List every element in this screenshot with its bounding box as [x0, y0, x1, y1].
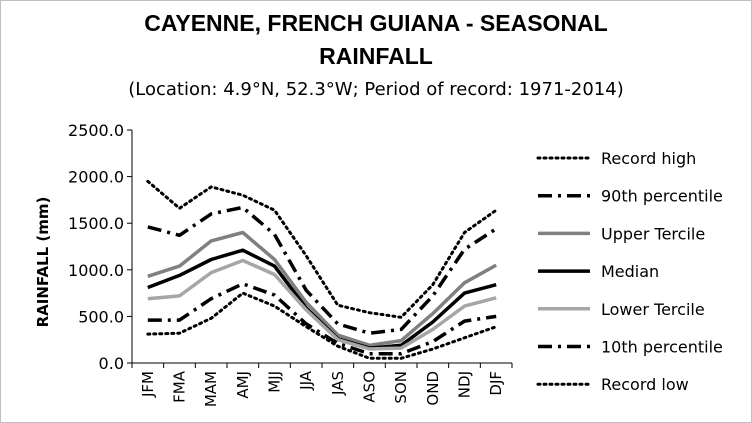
y-tick-label: 2000.0	[68, 168, 124, 187]
x-tick-label: SON	[392, 371, 410, 404]
axes: 0.0 500.0 1000.0 1500.0 2000.0 2500.0 JFM FMA MA…	[68, 121, 513, 407]
series-line-90th-percentile	[147, 205, 498, 335]
x-tick-label: NDJ	[456, 371, 474, 398]
series-line-10th-percentile	[147, 282, 497, 356]
legend: Record high 90th percentile Upper Tercile M…	[536, 149, 723, 394]
x-tick-label: OND	[424, 371, 442, 406]
series-line-record-low	[146, 291, 498, 360]
series-group	[146, 179, 498, 360]
x-tick-label: JFM	[139, 371, 157, 398]
x-tick-label: MJJ	[266, 371, 284, 393]
legend-label: Record high	[601, 149, 696, 168]
y-axis-label: RAINFALL (mm)	[34, 197, 52, 328]
chart-title-line-2: RAINFALL	[319, 43, 433, 69]
y-tick-label: 2500.0	[68, 121, 124, 140]
y-tick-label: 1500.0	[68, 214, 124, 233]
series-line-record-high	[146, 179, 498, 319]
x-tick-label: AMJ	[234, 371, 252, 399]
x-tick-label: DJF	[487, 371, 505, 396]
x-tick-label: MAM	[202, 371, 220, 407]
x-tick-label: JAS	[329, 371, 347, 396]
x-tick-label: FMA	[171, 370, 189, 403]
legend-label: 90th percentile	[601, 187, 723, 206]
x-tick-label: ASO	[361, 371, 379, 403]
y-tick-label: 1000.0	[68, 261, 124, 280]
legend-label: Lower Tercile	[601, 300, 705, 319]
chart-title-line-1: CAYENNE, FRENCH GUIANA - SEASONAL	[144, 10, 608, 36]
legend-label: 10th percentile	[601, 338, 723, 357]
legend-label: Upper Tercile	[601, 224, 705, 243]
x-tick-label: JJA	[297, 370, 315, 391]
chart-subtitle: (Location: 4.9°N, 52.3°W; Period of reco…	[128, 79, 624, 100]
y-tick-label: 0.0	[99, 354, 124, 373]
series-line-upper-tercile	[147, 230, 498, 348]
legend-label: Record low	[601, 375, 689, 394]
y-tick-label: 500.0	[78, 307, 124, 326]
legend-label: Median	[601, 262, 659, 281]
series-line-lower-tercile	[147, 258, 497, 351]
